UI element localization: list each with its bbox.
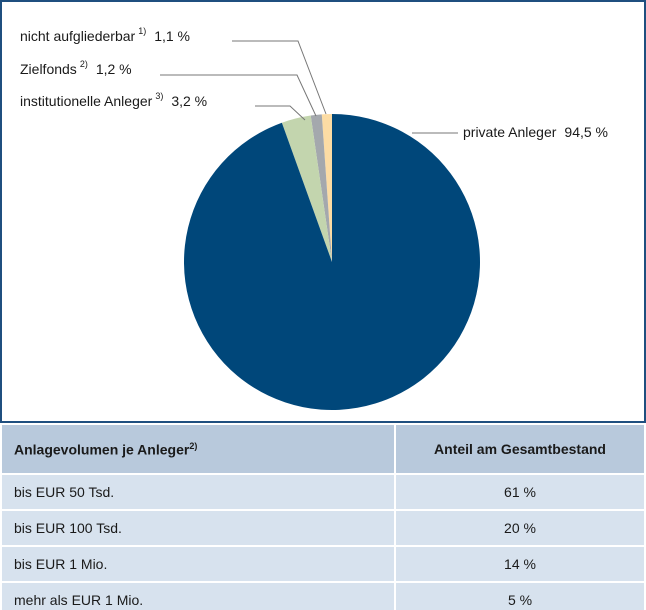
slice-label: institutionelle Anleger 3) 3,2 % [20,91,207,108]
table-cell: 61 % [394,473,646,511]
value-label: 1,1 % [154,28,190,44]
table-cell: 5 % [394,581,646,610]
table-row: bis EUR 50 Tsd. 61 % [0,473,646,511]
slice-label: private Anleger 94,5 % [463,124,608,140]
table-cell: 20 % [394,509,646,547]
leader-line [255,105,306,121]
header-text: Anlagevolumen je Anleger [14,441,190,458]
table-cell: 14 % [394,545,646,583]
chart: nicht aufgliederbar 1) 1,1 % Zielfonds 2) 1,2… [0,0,646,423]
table-cell: bis EUR 100 Tsd. [0,509,396,547]
header-cell: Anlagevolumen je Anleger2) [0,423,396,475]
table: Anlagevolumen je Anleger2) Anteil am Ges… [0,423,646,610]
category-name: institutionelle Anleger [20,93,153,109]
table-cell: bis EUR 1 Mio. [0,545,396,583]
slice-label: Zielfonds 2) 1,2 % [20,59,132,76]
footnote: 1) [138,26,146,36]
category-name: private Anleger [463,124,557,140]
value-label: 3,2 % [171,93,207,109]
pie-slice [183,114,481,410]
pie-slice [310,114,332,262]
footnote: 2) [80,59,88,69]
value-label: 1,2 % [96,61,132,77]
table-cell: bis EUR 50 Tsd. [0,473,396,511]
table-row: bis EUR 100 Tsd. 20 % [0,509,646,547]
table-header: Anlagevolumen je Anleger2) Anteil am Ges… [0,423,646,475]
slice-label: nicht aufgliederbar 1) 1,1 % [20,26,190,43]
leader-line [160,74,317,117]
table-cell: mehr als EUR 1 Mio. [0,581,396,610]
table-row: mehr als EUR 1 Mio. 5 % [0,581,646,610]
pie-slice [321,114,332,262]
pie-slice [281,115,332,263]
header-cell: Anteil am Gesamtbestand [394,423,646,475]
footnote: 2) [189,440,198,451]
value-label: 94,5 % [564,124,608,140]
leader-line [232,40,327,115]
table-row: bis EUR 1 Mio. 14 % [0,545,646,583]
footnote: 3) [155,91,163,101]
category-name: nicht aufgliederbar [20,28,136,44]
category-name: Zielfonds [20,61,77,77]
